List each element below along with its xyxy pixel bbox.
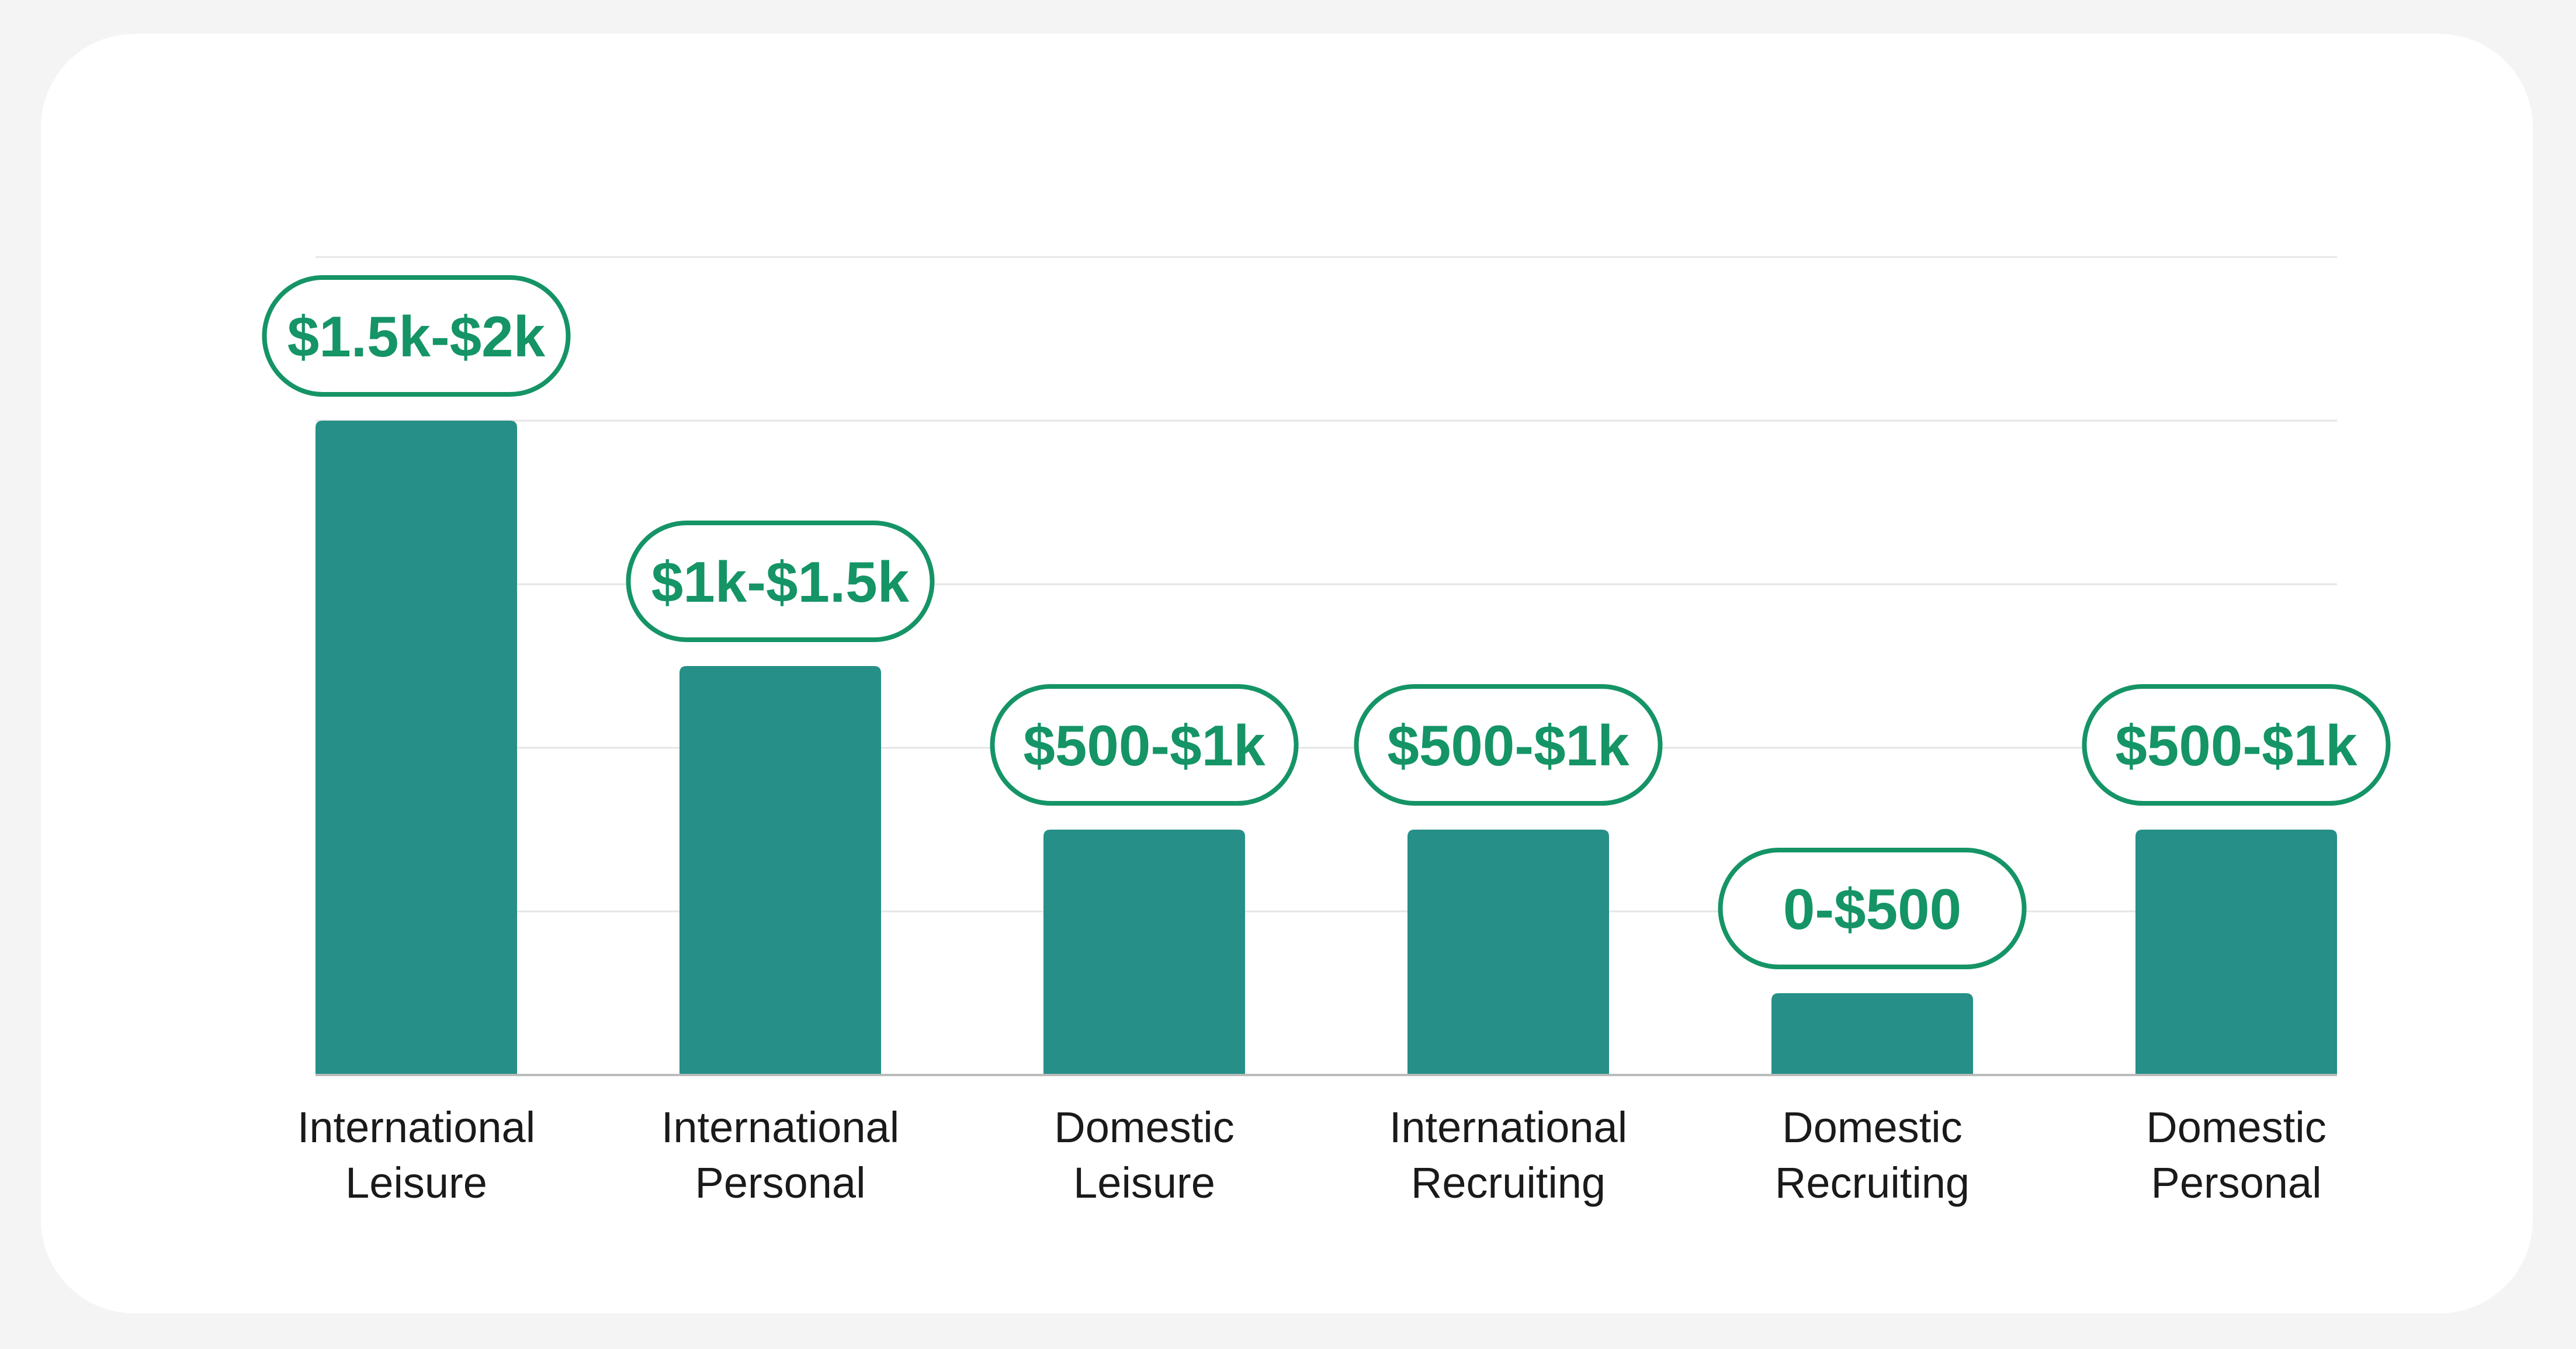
bar — [1043, 830, 1245, 1075]
data-label-pill: $500-$1k — [1354, 684, 1663, 806]
data-labels: $1.5k-$2k $1k-$1.5k $500-$1k $500-$1k 0-$500… — [262, 275, 2391, 969]
data-label-pill: $500-$1k — [990, 684, 1299, 806]
data-label: $500-$1k — [1023, 713, 1266, 778]
gridlines — [316, 256, 2337, 913]
data-label: $1.5k-$2k — [287, 304, 546, 369]
bar — [1771, 993, 1973, 1075]
data-label-border — [2082, 684, 2391, 806]
bar — [1407, 830, 1609, 1075]
data-label-pill: 0-$500 — [1718, 848, 2027, 969]
data-label-border — [990, 684, 1299, 806]
category-label: Domestic Leisure — [1054, 1103, 1234, 1207]
category-label: Domestic Personal — [2146, 1103, 2326, 1207]
data-label-border — [262, 275, 571, 397]
data-label: $500-$1k — [1387, 713, 1629, 778]
data-label-pill: $1k-$1.5k — [626, 521, 935, 642]
data-label: $1k-$1.5k — [651, 550, 910, 614]
bar — [679, 666, 881, 1075]
category-label: International Personal — [661, 1103, 899, 1207]
data-label: $500-$1k — [2115, 713, 2357, 778]
data-label-pill: $1.5k-$2k — [262, 275, 571, 397]
data-label-pill: $500-$1k — [2082, 684, 2391, 806]
data-label-border — [1718, 848, 2027, 969]
data-label-border — [1354, 684, 1663, 806]
bar — [2135, 830, 2337, 1075]
data-label-border — [626, 521, 935, 642]
bars — [316, 421, 2337, 1075]
category-label: International Recruiting — [1389, 1103, 1627, 1207]
category-label: International Leisure — [297, 1103, 535, 1207]
bar — [316, 421, 517, 1075]
x-axis-labels: International Leisure International Persona… — [297, 1103, 2327, 1207]
data-label: 0-$500 — [1783, 877, 1961, 941]
category-label: Domestic Recruiting — [1775, 1103, 1970, 1207]
